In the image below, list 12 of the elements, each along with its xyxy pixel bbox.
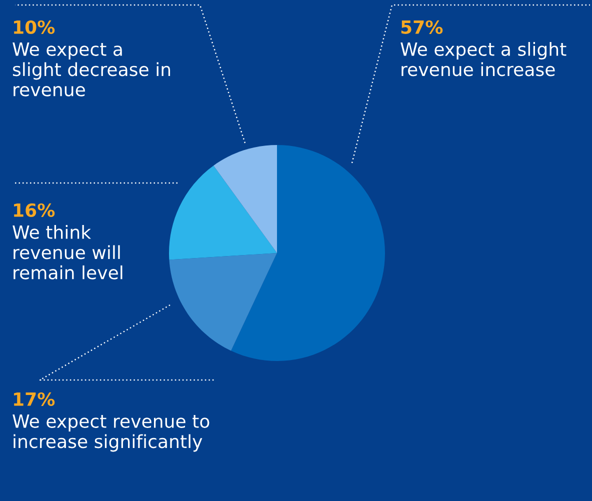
slice-label: We think revenue will remain level — [12, 225, 122, 280]
pie-slice — [169, 166, 277, 260]
data-label: 17% — [14, 392, 55, 406]
slice-label: We expect a slight revenue increase — [400, 42, 566, 76]
slice-label: We expect revenue to increase significantly — [12, 414, 210, 452]
data-label: 10% — [14, 20, 55, 34]
pie-slice — [169, 253, 277, 351]
data-label: 57% — [401, 20, 443, 34]
slice-label: We expect a slight decrease in revenue — [12, 42, 170, 96]
pie-slice — [231, 145, 385, 361]
pie-slice — [214, 145, 277, 253]
data-label: 16% — [14, 203, 55, 217]
